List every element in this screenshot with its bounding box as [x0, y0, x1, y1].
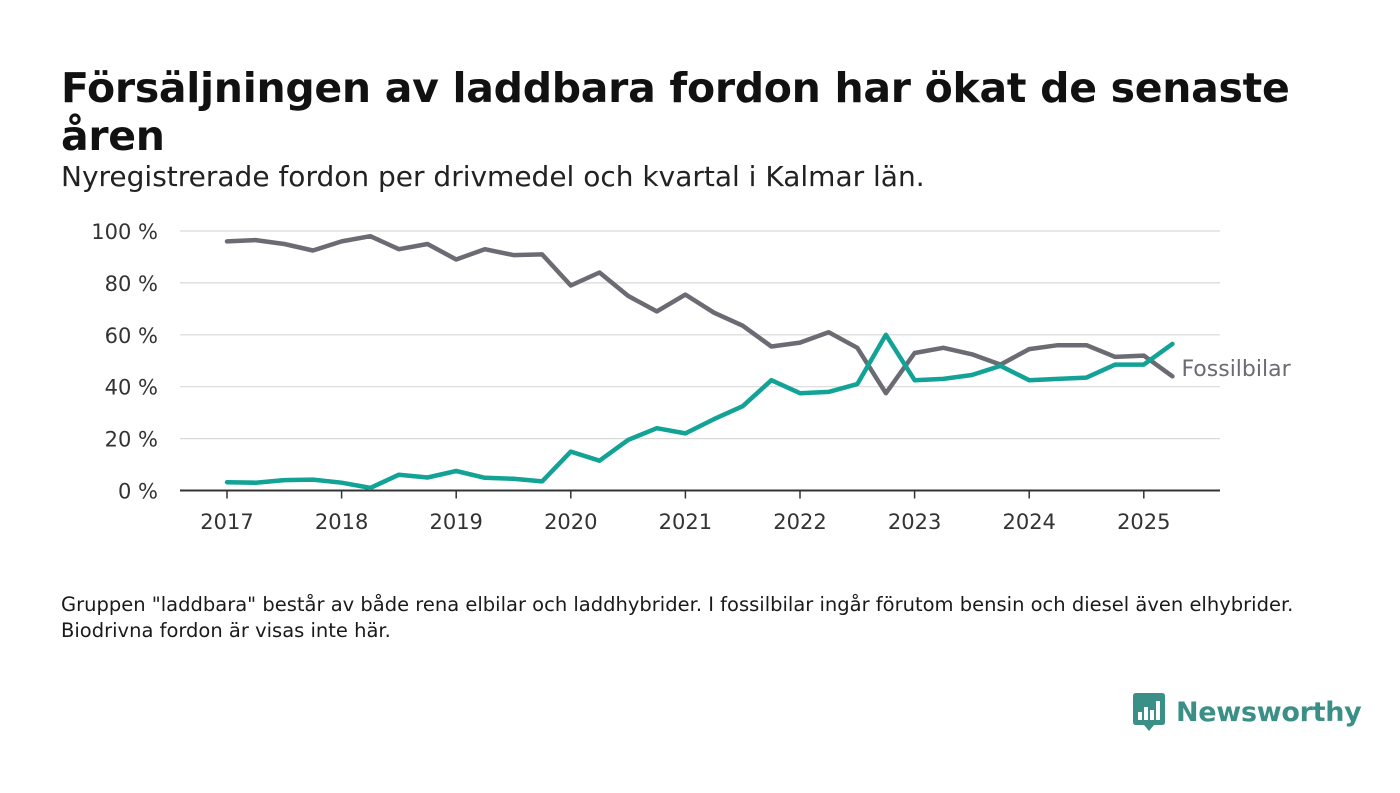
x-tick-label: 2017: [200, 510, 253, 534]
chart-title: Försäljningen av laddbara fordon har öka…: [61, 64, 1290, 160]
x-tick-label: 2021: [659, 510, 712, 534]
y-tick-label: 0 %: [118, 480, 158, 504]
series-line-2: [224, 332, 1175, 491]
x-tick-label: 2019: [429, 510, 482, 534]
gridlines: [180, 230, 1220, 440]
x-tick-label: 2025: [1117, 510, 1170, 534]
y-axis-tick-labels: 0 % 20 % 40 % 60 % 80 % 100 %: [91, 220, 158, 504]
y-tick-label: 20 %: [105, 428, 158, 452]
series-lines: [224, 233, 1175, 491]
bar-chart-speech-icon: [1133, 693, 1165, 731]
x-tick-label: 2018: [315, 510, 368, 534]
series-labels: Fossilbilar: [1181, 357, 1291, 382]
footnote: Gruppen "laddbara" består av både rena e…: [61, 593, 1294, 642]
x-tick-label: 2020: [544, 510, 597, 534]
x-tick-label: 2023: [888, 510, 941, 534]
brand-name: Newsworthy: [1176, 696, 1362, 728]
y-tick-label: 60 %: [105, 324, 158, 348]
chart-subtitle: Nyregistrerade fordon per drivmedel och …: [61, 160, 925, 193]
y-tick-label: 40 %: [105, 376, 158, 400]
x-tick-label: 2022: [773, 510, 826, 534]
series-label: Fossilbilar: [1181, 357, 1291, 382]
series-line-1: [224, 233, 1175, 396]
line-chart: 0 % 20 % 40 % 60 % 80 % 100 % 2017 2018 2019 202…: [91, 220, 1291, 534]
y-tick-label: 100 %: [91, 220, 158, 244]
y-tick-label: 80 %: [105, 272, 158, 296]
newsworthy-logo: Newsworthy: [1132, 692, 1362, 732]
x-tick-label: 2024: [1002, 510, 1055, 534]
x-axis-tick-labels: 2017 2018 2019 2020 2021 2022 2023 2024 2025: [200, 490, 1171, 534]
